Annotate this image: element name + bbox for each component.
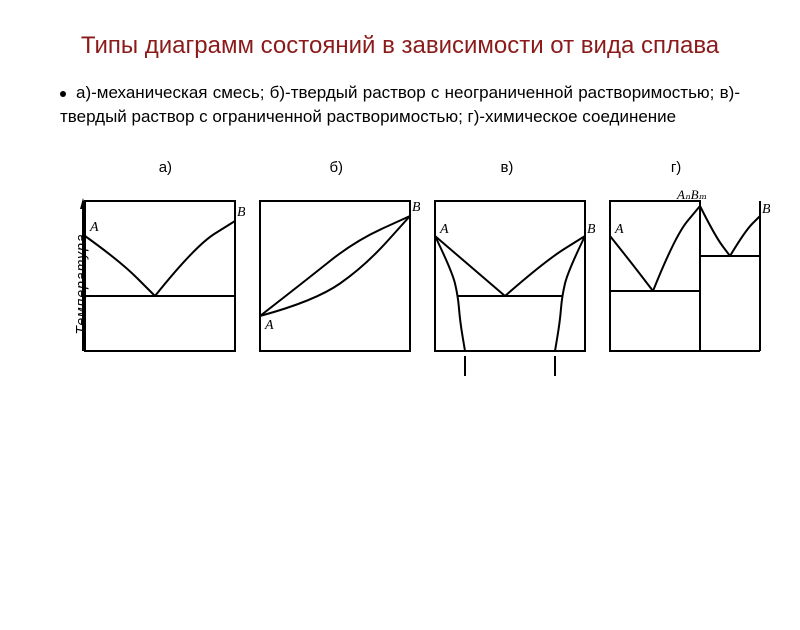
svg-text:A: A [89, 220, 99, 235]
svg-text:B: B [412, 200, 420, 215]
panel-d: A B AₙBₘ [605, 181, 770, 411]
panel-c: AB [430, 181, 595, 411]
diagram-a: AB [80, 181, 245, 391]
svg-text:B: B [762, 202, 770, 217]
description-bullet: а)-механическая смесь; б)-твердый раство… [60, 81, 740, 129]
panel-b: AB [255, 181, 420, 411]
svg-text:A: A [614, 222, 624, 237]
panel-a: AB [80, 181, 245, 411]
diagram-area: Температура AB AB AB ABAₙBₘ [30, 181, 770, 411]
svg-text:AₙBₘ: AₙBₘ [676, 187, 707, 202]
panel-label-b: б) [329, 159, 343, 176]
diagram-c: AB [430, 181, 595, 391]
bullet-text: а)-механическая смесь; б)-твердый раство… [60, 83, 740, 126]
panel-label-c: в) [500, 159, 513, 176]
svg-text:B: B [587, 222, 595, 237]
panels-container: AB AB AB ABAₙBₘ [80, 181, 770, 411]
panel-labels-row: а) б) в) г) [80, 159, 760, 176]
svg-text:B: B [237, 205, 245, 220]
svg-text:A: A [439, 222, 449, 237]
diagram-b: AB [255, 181, 420, 391]
panel-label-a: а) [159, 159, 172, 176]
bullet-dot [60, 91, 66, 97]
svg-text:A: A [264, 318, 274, 333]
page-title: Типы диаграмм состояний в зависимости от… [40, 30, 760, 61]
panel-label-d: г) [671, 159, 681, 176]
diagram-d: A B AₙBₘ [605, 181, 770, 391]
